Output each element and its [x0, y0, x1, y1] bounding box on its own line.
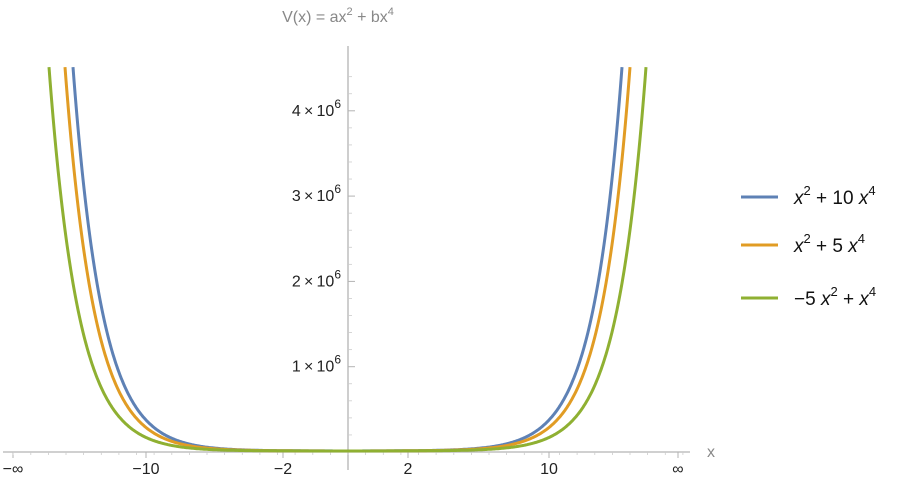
axes: x −∞ −10 −2 2 10 ∞ 1 × 106 2 × 106 3 × 106 4 × 106 [3, 46, 715, 478]
legend-label: x2 + 5 x4 [793, 231, 865, 257]
x-axis-label: x [707, 444, 715, 461]
legend-entry: x2 + 10 x4 [741, 183, 876, 209]
series-layer [47, 66, 648, 453]
x-tick-label: ∞ [672, 461, 683, 478]
legend-label: −5 x2 + x4 [794, 284, 876, 310]
x-tick-label: −2 [274, 461, 292, 478]
x-tick-label: 2 [404, 461, 413, 478]
x-tick-label: −∞ [3, 461, 24, 478]
chart-title: V(x) = ax2 + bx4 [282, 6, 394, 26]
legend-entry: x2 + 5 x4 [741, 231, 865, 257]
x-tick-label: −10 [132, 461, 159, 478]
chart-title-text: V(x) = ax2 + bx4 [282, 6, 394, 26]
x-tick-label: 10 [540, 461, 558, 478]
y-tick-label: 3 × 106 [292, 182, 341, 205]
y-tick-label: 2 × 106 [292, 267, 341, 290]
legend-entry: −5 x2 + x4 [741, 284, 876, 310]
series-line-s3 [47, 66, 648, 453]
legend-label: x2 + 10 x4 [793, 183, 876, 209]
y-tick-label: 4 × 106 [292, 97, 341, 120]
legend: x2 + 10 x4 x2 + 5 x4 −5 x2 + x4 [741, 183, 876, 310]
y-tick-label: 1 × 106 [292, 353, 341, 376]
